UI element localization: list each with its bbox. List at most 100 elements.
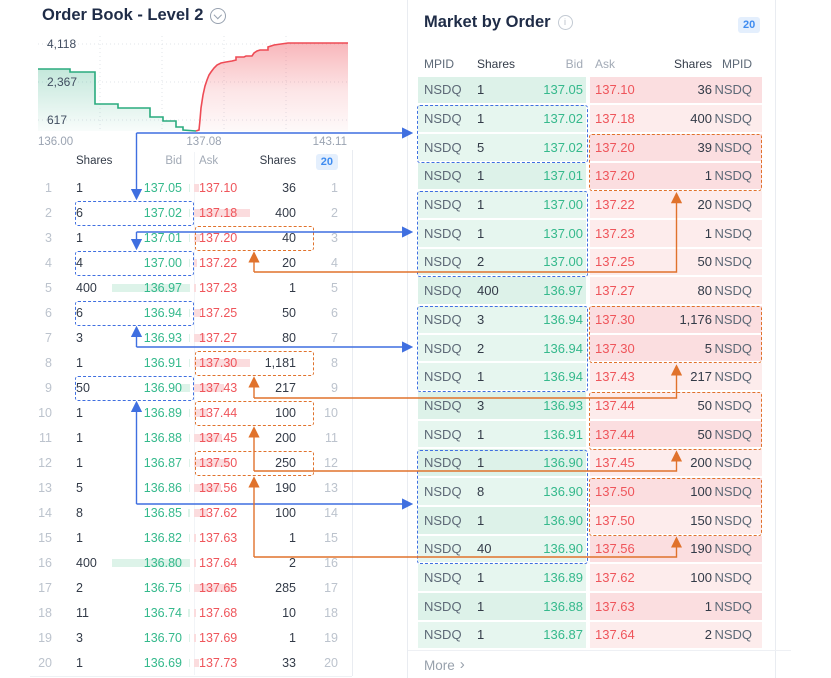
bid-price[interactable]: 136.91 — [100, 357, 192, 370]
ask-price[interactable]: 137.44 — [192, 407, 252, 420]
order-book-row[interactable]: 6 6 136.94 137.25 50 6 — [30, 301, 348, 326]
bid-price[interactable]: 137.05 — [100, 182, 192, 195]
order-book-row[interactable]: 19 3 136.70 137.69 1 19 — [30, 626, 348, 651]
bid-order-cells[interactable]: NSDQ 2 136.94 — [418, 334, 586, 364]
ask-order-cells[interactable]: 137.10 36 NSDQ — [590, 76, 762, 106]
bid-price[interactable]: 136.70 — [100, 632, 192, 645]
ask-price[interactable]: 137.27 — [192, 332, 252, 345]
ask-price[interactable]: 137.50 — [192, 457, 252, 470]
market-by-order-row[interactable]: NSDQ 1 137.00 137.22 20 NSDQ — [418, 191, 762, 220]
bid-order-cells[interactable]: NSDQ 1 137.01 — [418, 162, 586, 192]
bid-price[interactable]: 137.00 — [100, 257, 192, 270]
order-book-row[interactable]: 9 50 136.90 137.43 217 9 — [30, 376, 348, 401]
bid-order-cells[interactable]: NSDQ 5 137.02 — [418, 133, 586, 163]
ask-price[interactable]: 137.56 — [192, 482, 252, 495]
bid-order-cells[interactable]: NSDQ 1 137.02 — [418, 105, 586, 134]
ask-price[interactable]: 137.68 — [192, 607, 252, 620]
order-book-row[interactable]: 17 2 136.75 137.65 285 17 — [30, 576, 348, 601]
bid-price[interactable]: 136.89 — [100, 407, 192, 420]
bid-order-cells[interactable]: NSDQ 1 137.00 — [418, 219, 586, 249]
ask-price[interactable]: 137.25 — [192, 307, 252, 320]
bid-order-cells[interactable]: NSDQ 1 136.94 — [418, 363, 586, 393]
market-by-order-row[interactable]: NSDQ 400 136.97 137.27 80 NSDQ — [418, 277, 762, 306]
bid-order-cells[interactable]: NSDQ 1 136.91 — [418, 420, 586, 450]
ask-order-cells[interactable]: 137.25 50 NSDQ — [590, 248, 762, 278]
market-by-order-row[interactable]: NSDQ 1 137.01 137.20 1 NSDQ — [418, 162, 762, 192]
market-by-order-row[interactable]: NSDQ 40 136.90 137.56 190 NSDQ — [418, 535, 762, 565]
market-by-order-row[interactable]: NSDQ 3 136.94 137.30 1,176 NSDQ — [418, 306, 762, 335]
ask-order-cells[interactable]: 137.45 200 NSDQ — [590, 449, 762, 479]
ask-order-cells[interactable]: 137.30 1,176 NSDQ — [590, 306, 762, 335]
ask-order-cells[interactable]: 137.43 217 NSDQ — [590, 363, 762, 393]
ask-price[interactable]: 137.65 — [192, 582, 252, 595]
ask-price[interactable]: 137.63 — [192, 532, 252, 545]
bid-price[interactable]: 136.85 — [100, 507, 192, 520]
order-book-row[interactable]: 5 400 136.97 137.23 1 5 — [30, 276, 348, 301]
bid-price[interactable]: 136.80 — [100, 557, 192, 570]
market-by-order-row[interactable]: NSDQ 1 137.05 137.10 36 NSDQ — [418, 76, 762, 106]
ask-order-cells[interactable]: 137.20 39 NSDQ — [590, 133, 762, 163]
bid-price[interactable]: 137.02 — [100, 207, 192, 220]
bid-order-cells[interactable]: NSDQ 8 136.90 — [418, 478, 586, 507]
ask-order-cells[interactable]: 137.63 1 NSDQ — [590, 592, 762, 622]
ask-price[interactable]: 137.43 — [192, 382, 252, 395]
market-by-order-row[interactable]: NSDQ 1 136.90 137.45 200 NSDQ — [418, 449, 762, 479]
ask-order-cells[interactable]: 137.27 80 NSDQ — [590, 277, 762, 306]
order-book-row[interactable]: 12 1 136.87 137.50 250 12 — [30, 451, 348, 476]
market-by-order-row[interactable]: NSDQ 1 137.00 137.23 1 NSDQ — [418, 219, 762, 249]
ask-order-cells[interactable]: 137.30 5 NSDQ — [590, 334, 762, 364]
order-book-row[interactable]: 20 1 136.69 137.73 33 20 — [30, 651, 348, 676]
bid-price[interactable]: 136.87 — [100, 457, 192, 470]
ask-order-cells[interactable]: 137.50 100 NSDQ — [590, 478, 762, 507]
bid-order-cells[interactable]: NSDQ 3 136.93 — [418, 392, 586, 421]
order-book-row[interactable]: 3 1 137.01 137.20 40 3 — [30, 226, 348, 251]
market-by-order-row[interactable]: NSDQ 3 136.93 137.44 50 NSDQ — [418, 392, 762, 421]
ask-price[interactable]: 137.45 — [192, 432, 252, 445]
ask-price[interactable]: 137.18 — [192, 207, 252, 220]
bid-price[interactable]: 136.75 — [100, 582, 192, 595]
ask-price[interactable]: 137.30 — [192, 357, 252, 370]
ask-order-cells[interactable]: 137.18 400 NSDQ — [590, 105, 762, 134]
order-book-row[interactable]: 11 1 136.88 137.45 200 11 — [30, 426, 348, 451]
bid-price[interactable]: 136.88 — [100, 432, 192, 445]
bid-order-cells[interactable]: NSDQ 1 136.87 — [418, 621, 586, 651]
ask-price[interactable]: 137.20 — [192, 232, 252, 245]
market-by-order-row[interactable]: NSDQ 1 136.87 137.64 2 NSDQ — [418, 621, 762, 651]
ask-price[interactable]: 137.73 — [192, 657, 252, 670]
market-by-order-row[interactable]: NSDQ 1 136.94 137.43 217 NSDQ — [418, 363, 762, 393]
ask-order-cells[interactable]: 137.44 50 NSDQ — [590, 392, 762, 421]
bid-price[interactable]: 136.74 — [100, 607, 192, 620]
order-book-row[interactable]: 10 1 136.89 137.44 100 10 — [30, 401, 348, 426]
bid-order-cells[interactable]: NSDQ 1 137.05 — [418, 76, 586, 106]
bid-order-cells[interactable]: NSDQ 1 136.88 — [418, 592, 586, 622]
bid-price[interactable]: 136.94 — [100, 307, 192, 320]
depth-level-badge[interactable]: 20 — [315, 153, 338, 171]
ask-order-cells[interactable]: 137.20 1 NSDQ — [590, 162, 762, 192]
bid-price[interactable]: 136.82 — [100, 532, 192, 545]
bid-order-cells[interactable]: NSDQ 3 136.94 — [418, 306, 586, 335]
order-book-row[interactable]: 18 11 136.74 137.68 10 18 — [30, 601, 348, 626]
ask-price[interactable]: 137.62 — [192, 507, 252, 520]
bid-order-cells[interactable]: NSDQ 1 137.00 — [418, 191, 586, 220]
market-by-order-row[interactable]: NSDQ 1 136.89 137.62 100 NSDQ — [418, 564, 762, 593]
info-circle-icon[interactable] — [557, 15, 573, 30]
ask-order-cells[interactable]: 137.44 50 NSDQ — [590, 420, 762, 450]
order-book-row[interactable]: 8 1 136.91 137.30 1,181 8 — [30, 351, 348, 376]
ask-order-cells[interactable]: 137.22 20 NSDQ — [590, 191, 762, 220]
market-by-order-row[interactable]: NSDQ 1 136.90 137.50 150 NSDQ — [418, 506, 762, 536]
order-book-row[interactable]: 13 5 136.86 137.56 190 13 — [30, 476, 348, 501]
ask-price[interactable]: 137.23 — [192, 282, 252, 295]
ask-order-cells[interactable]: 137.62 100 NSDQ — [590, 564, 762, 593]
bid-order-cells[interactable]: NSDQ 1 136.89 — [418, 564, 586, 593]
chevron-down-circle-icon[interactable] — [210, 7, 227, 24]
market-by-order-row[interactable]: NSDQ 1 136.88 137.63 1 NSDQ — [418, 592, 762, 622]
ask-price[interactable]: 137.69 — [192, 632, 252, 645]
ask-order-cells[interactable]: 137.64 2 NSDQ — [590, 621, 762, 651]
ask-price[interactable]: 137.10 — [192, 182, 252, 195]
order-book-row[interactable]: 2 6 137.02 137.18 400 2 — [30, 201, 348, 226]
order-book-row[interactable]: 15 1 136.82 137.63 1 15 — [30, 526, 348, 551]
bid-order-cells[interactable]: NSDQ 1 136.90 — [418, 506, 586, 536]
ask-order-cells[interactable]: 137.56 190 NSDQ — [590, 535, 762, 565]
ask-order-cells[interactable]: 137.23 1 NSDQ — [590, 219, 762, 249]
depth-chart[interactable] — [30, 36, 348, 133]
